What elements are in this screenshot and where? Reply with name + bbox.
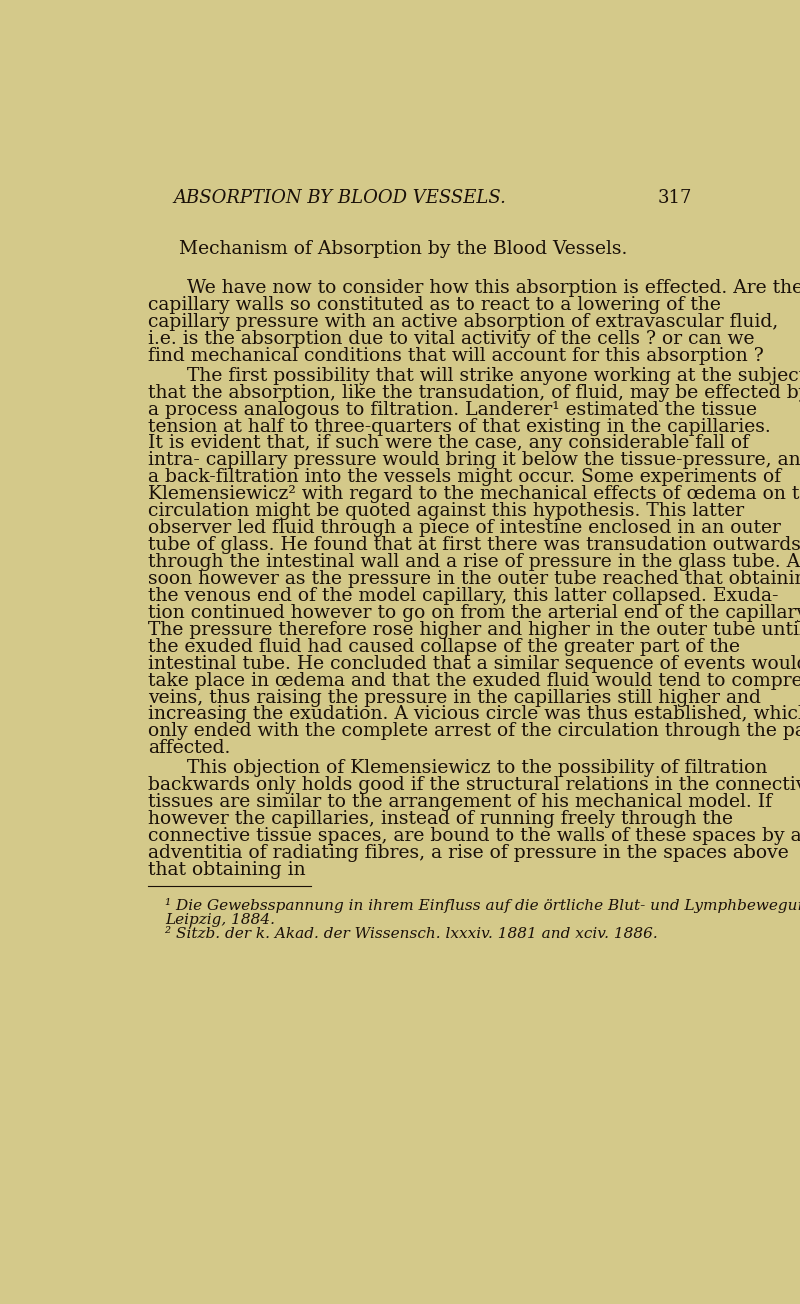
Text: The first possibility that will strike anyone working at the subject is: The first possibility that will strike a…: [187, 366, 800, 385]
Text: only ended with the complete arrest of the circulation through the part: only ended with the complete arrest of t…: [148, 722, 800, 741]
Text: a process analogous to filtration. Landerer¹ estimated the tissue: a process analogous to filtration. Lande…: [148, 400, 757, 419]
Text: that obtaining in: that obtaining in: [148, 861, 306, 879]
Text: adventitia of radiating fibres, a rise of pressure in the spaces above: adventitia of radiating fibres, a rise o…: [148, 844, 789, 862]
Text: It is evident that, if such were the case, any considerable fall of: It is evident that, if such were the cas…: [148, 434, 749, 452]
Text: backwards only holds good if the structural relations in the connective: backwards only holds good if the structu…: [148, 776, 800, 794]
Text: soon however as the pressure in the outer tube reached that obtaining at: soon however as the pressure in the oute…: [148, 570, 800, 588]
Text: increasing the exudation. A vicious circle was thus established, which: increasing the exudation. A vicious circ…: [148, 705, 800, 724]
Text: through the intestinal wall and a rise of pressure in the glass tube. As: through the intestinal wall and a rise o…: [148, 553, 800, 571]
Text: veins, thus raising the pressure in the capillaries still higher and: veins, thus raising the pressure in the …: [148, 689, 761, 707]
Text: that the absorption, like the transudation, of fluid, may be effected by: that the absorption, like the transudati…: [148, 383, 800, 402]
Text: circulation might be quoted against this hypothesis. This latter: circulation might be quoted against this…: [148, 502, 744, 520]
Text: tion continued however to go on from the arterial end of the capillary.: tion continued however to go on from the…: [148, 604, 800, 622]
Text: This objection of Klemensiewicz to the possibility of filtration: This objection of Klemensiewicz to the p…: [187, 759, 767, 777]
Text: We have now to consider how this absorption is effected. Are the: We have now to consider how this absorpt…: [187, 279, 800, 297]
Text: tissues are similar to the arrangement of his mechanical model. If: tissues are similar to the arrangement o…: [148, 793, 772, 811]
Text: The pressure therefore rose higher and higher in the outer tube until: The pressure therefore rose higher and h…: [148, 621, 800, 639]
Text: find mechanical conditions that will account for this absorption ?: find mechanical conditions that will acc…: [148, 347, 764, 365]
Text: however the capillaries, instead of running freely through the: however the capillaries, instead of runn…: [148, 810, 733, 828]
Text: intestinal tube. He concluded that a similar sequence of events would: intestinal tube. He concluded that a sim…: [148, 655, 800, 673]
Text: a back-filtration into the vessels might occur. Some experiments of: a back-filtration into the vessels might…: [148, 468, 781, 486]
Text: connective tissue spaces, are bound to the walls of these spaces by an: connective tissue spaces, are bound to t…: [148, 827, 800, 845]
Text: tension at half to three-quarters of that existing in the capillaries.: tension at half to three-quarters of tha…: [148, 417, 770, 436]
Text: 317: 317: [658, 189, 692, 207]
Text: i.e. is the absorption due to vital activity of the cells ? or can we: i.e. is the absorption due to vital acti…: [148, 330, 754, 348]
Text: affected.: affected.: [148, 739, 230, 758]
Text: ABSORPTION BY BLOOD VESSELS.: ABSORPTION BY BLOOD VESSELS.: [174, 189, 506, 207]
Text: the exuded fluid had caused collapse of the greater part of the: the exuded fluid had caused collapse of …: [148, 638, 740, 656]
Text: Klemensiewicz² with regard to the mechanical effects of œdema on the: Klemensiewicz² with regard to the mechan…: [148, 485, 800, 503]
Text: Leipzig, 1884.: Leipzig, 1884.: [165, 913, 275, 927]
Text: take place in œdema and that the exuded fluid would tend to compress the: take place in œdema and that the exuded …: [148, 672, 800, 690]
Text: intra- capillary pressure would bring it below the tissue-pressure, and: intra- capillary pressure would bring it…: [148, 451, 800, 469]
Text: the venous end of the model capillary, this latter collapsed. Exuda-: the venous end of the model capillary, t…: [148, 587, 778, 605]
Text: observer led fluid through a piece of intestine enclosed in an outer: observer led fluid through a piece of in…: [148, 519, 781, 537]
Text: capillary walls so constituted as to react to a lowering of the: capillary walls so constituted as to rea…: [148, 296, 721, 314]
Text: Mechanism of Absorption by the Blood Vessels.: Mechanism of Absorption by the Blood Ves…: [179, 240, 627, 258]
Text: ² Sitzb. der k. Akad. der Wissensch. lxxxiv. 1881 and xciv. 1886.: ² Sitzb. der k. Akad. der Wissensch. lxx…: [165, 927, 658, 941]
Text: tube of glass. He found that at first there was transudation outwards: tube of glass. He found that at first th…: [148, 536, 800, 554]
Text: ¹ Die Gewebsspannung in ihrem Einfluss auf die örtliche Blut- und Lymphbewegung.: ¹ Die Gewebsspannung in ihrem Einfluss a…: [165, 898, 800, 913]
Text: capillary pressure with an active absorption of extravascular fluid,: capillary pressure with an active absorp…: [148, 313, 778, 331]
